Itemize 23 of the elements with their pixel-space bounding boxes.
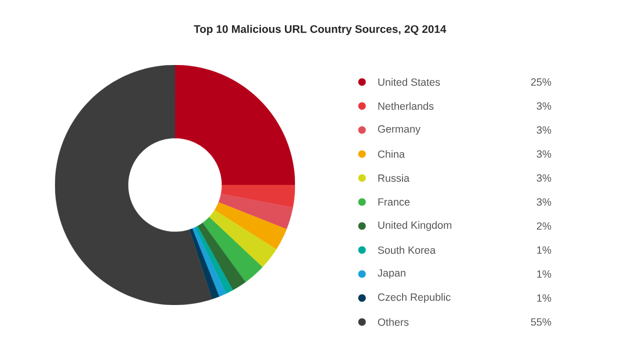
legend-label: Czech Republic — [378, 293, 450, 303]
data-label: 3% — [536, 102, 552, 110]
data-label: 1% — [537, 246, 552, 254]
data-label: 2% — [536, 222, 552, 230]
legend-label: Germany — [378, 125, 421, 135]
legend-label: South Korea — [378, 246, 436, 254]
data-label: 25% — [531, 78, 552, 86]
legend-label: United Kingdom — [378, 221, 452, 231]
chart-title: Top 10 Malicious URL Country Sources, 2Q 2014 — [194, 24, 446, 36]
data-label: 55% — [530, 318, 552, 326]
data-label: 3% — [536, 198, 552, 206]
legend-label: France — [378, 198, 410, 206]
legend-label: Japan — [378, 269, 406, 279]
data-label: 1% — [537, 294, 552, 302]
data-label: 3% — [536, 126, 552, 134]
data-label: 3% — [536, 174, 552, 182]
data-label: 3% — [536, 150, 552, 158]
legend-label: Russia — [378, 174, 410, 182]
legend-label: Others — [378, 318, 409, 326]
legend-label: China — [378, 150, 405, 158]
data-label: 1% — [537, 270, 552, 278]
legend-label: United States — [378, 78, 440, 86]
legend-label: Netherlands — [378, 102, 434, 110]
